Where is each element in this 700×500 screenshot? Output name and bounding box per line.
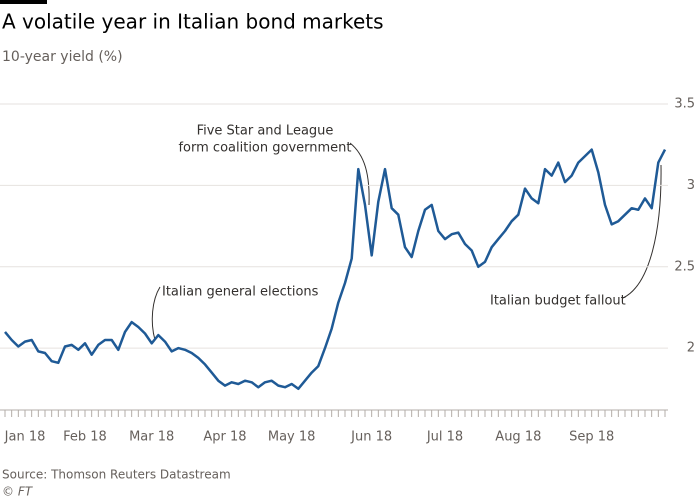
- leader-line: [349, 142, 370, 206]
- annotation: form coalition government: [178, 141, 351, 156]
- x-tick-label: Mar 18: [129, 430, 174, 445]
- x-tick-label: Aug 18: [495, 430, 541, 445]
- y-tick-label: 3: [687, 178, 695, 193]
- leader-line: [151, 286, 161, 341]
- x-tick-label: Jan 18: [4, 430, 46, 445]
- line-series: [4, 148, 667, 391]
- chart-title: A volatile year in Italian bond markets: [2, 10, 384, 34]
- y-tick-label: 2: [687, 341, 695, 356]
- credit: © FT: [2, 485, 34, 499]
- x-tick-label: May 18: [268, 430, 316, 445]
- x-tick-label: Sep 18: [569, 430, 614, 445]
- chart-subtitle: 10-year yield (%): [2, 49, 123, 65]
- x-tick-label: Feb 18: [63, 430, 107, 445]
- annotation: Italian general elections: [162, 285, 319, 300]
- x-tick-label: Apr 18: [203, 430, 246, 445]
- annotation: Five Star and League: [197, 124, 334, 139]
- brand-bar: [0, 0, 47, 4]
- source: Source: Thomson Reuters Datastream: [2, 468, 231, 482]
- y-tick-label: 2.5: [674, 259, 695, 274]
- x-tick-label: Jul 18: [426, 430, 463, 445]
- y-tick-label: 3.5: [674, 97, 695, 112]
- annotation: Italian budget fallout: [490, 294, 626, 309]
- leader-line: [622, 164, 662, 299]
- x-tick-label: Jun 18: [350, 430, 392, 445]
